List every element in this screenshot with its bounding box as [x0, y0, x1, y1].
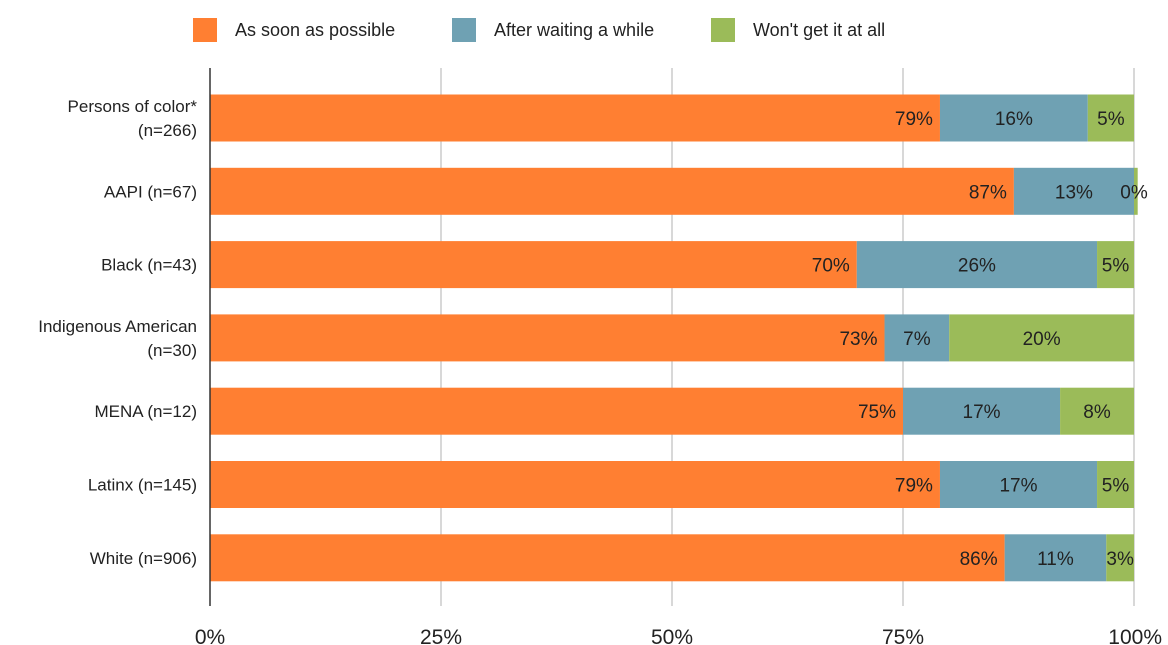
data-label: 26%: [958, 256, 996, 277]
bar-segment: [210, 461, 940, 508]
legend-label: After waiting a while: [494, 20, 654, 40]
bar-segment: [939, 94, 1088, 142]
x-axis: 0% 25% 50% 75% 100%: [195, 626, 1162, 645]
category-label: (n=266): [138, 121, 197, 140]
data-label: 20%: [1023, 329, 1061, 350]
category-label: Latinx (n=145): [88, 476, 197, 495]
bar-segment: [210, 241, 857, 289]
data-label: 11%: [1037, 549, 1074, 570]
bar-segment: [210, 387, 903, 435]
bar-segment: [210, 94, 940, 142]
data-label: 70%: [812, 256, 850, 277]
x-tick-label: 0%: [195, 626, 225, 645]
legend: As soon as possible After waiting a while…: [193, 18, 885, 42]
category-label: (n=30): [147, 341, 197, 360]
bar-segment: [210, 534, 1005, 582]
category-label: White (n=906): [90, 549, 197, 568]
y-axis: Persons of color* (n=266) AAPI (n=67) Black…: [38, 68, 211, 606]
bar-segment: [1134, 167, 1138, 215]
data-label: 17%: [999, 476, 1037, 497]
bar-segment: [1106, 534, 1134, 582]
data-label: 87%: [969, 182, 1007, 203]
legend-swatch: [452, 18, 476, 42]
legend-label: As soon as possible: [235, 20, 395, 40]
data-label: 79%: [895, 476, 933, 497]
bar-segment: [939, 461, 1098, 508]
bar-segment: [1097, 461, 1134, 508]
data-label: 7%: [903, 329, 931, 350]
bar-segment: [1097, 241, 1134, 289]
legend-swatch: [711, 18, 735, 42]
bar-segment: [856, 241, 1098, 289]
data-label: 17%: [963, 402, 1001, 423]
data-label: 73%: [839, 329, 877, 350]
data-label: 86%: [960, 549, 998, 570]
bar-segment: [1060, 387, 1134, 435]
data-label: 5%: [1097, 109, 1125, 130]
category-label: Black (n=43): [101, 256, 197, 275]
data-label: 13%: [1055, 182, 1093, 203]
legend-label: Won't get it at all: [753, 20, 885, 40]
category-label: AAPI (n=67): [104, 182, 197, 201]
category-label: MENA (n=12): [94, 402, 197, 421]
x-tick-label: 25%: [420, 626, 462, 645]
data-label: 5%: [1102, 256, 1130, 277]
bar-segment: [210, 167, 1014, 215]
bar-segment: [1087, 94, 1134, 142]
data-label: 3%: [1106, 549, 1134, 570]
data-label: 8%: [1083, 402, 1111, 423]
bar-segment: [903, 387, 1061, 435]
legend-swatch: [193, 18, 217, 42]
data-label: 0%: [1120, 182, 1148, 203]
x-tick-label: 50%: [651, 626, 693, 645]
bar-segment: [210, 314, 885, 362]
category-label: Indigenous American: [38, 317, 197, 336]
data-label: 16%: [995, 109, 1033, 130]
x-tick-label: 100%: [1108, 626, 1162, 645]
bars: 79% 16% 5% 87% 13% 0% 70% 26% 5% 73% 7% 20% 75% 17% 8%…: [210, 94, 1148, 582]
bar-segment: [949, 314, 1134, 362]
bar-segment: [1013, 167, 1134, 215]
data-label: 79%: [895, 109, 933, 130]
bar-segment: [884, 314, 950, 362]
bar-segment: [1004, 534, 1107, 582]
data-label: 5%: [1102, 476, 1130, 497]
category-label: Persons of color*: [68, 97, 198, 116]
x-tick-label: 75%: [882, 626, 924, 645]
data-label: 75%: [858, 402, 896, 423]
